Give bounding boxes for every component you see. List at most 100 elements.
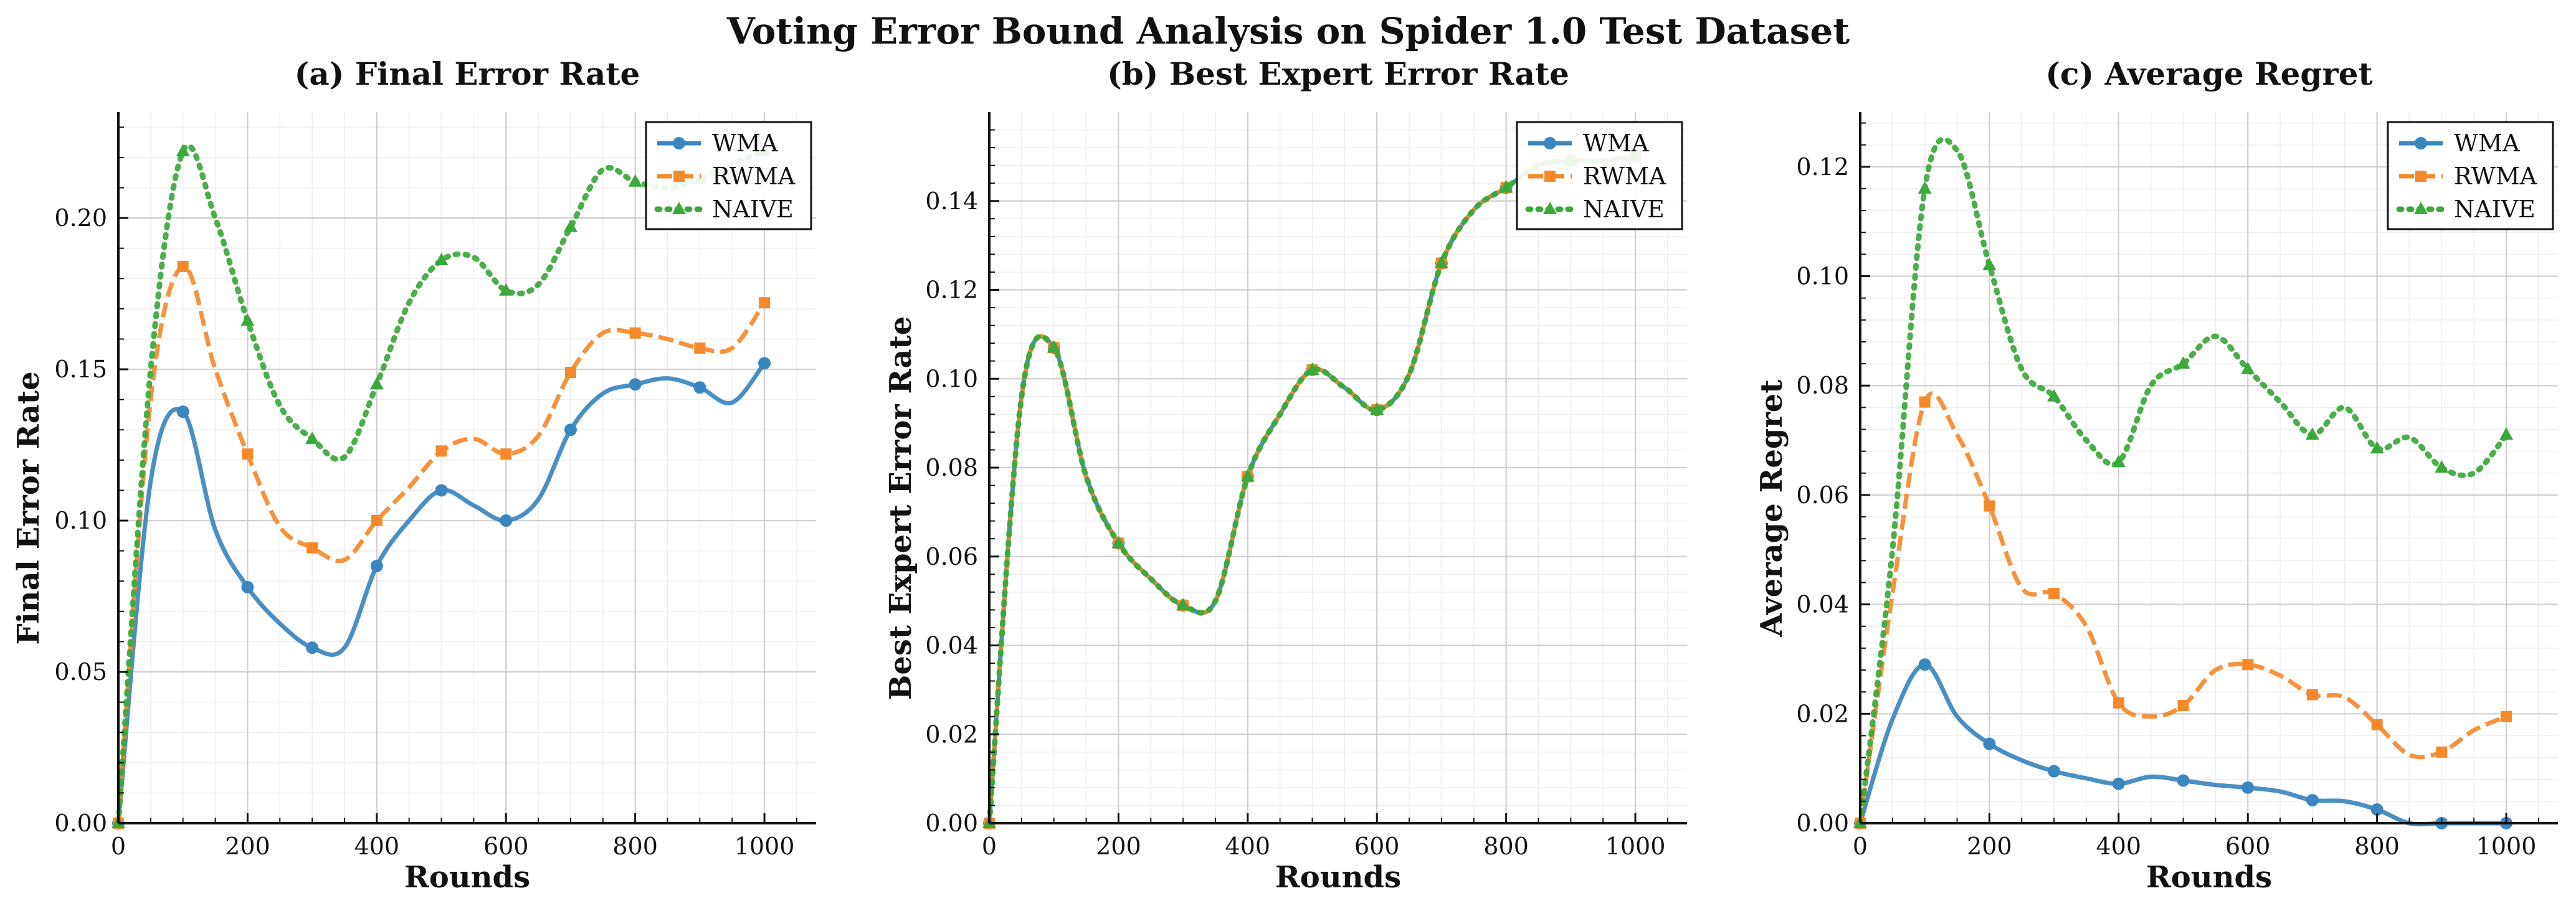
x-tick-label: 0: [111, 833, 126, 860]
series-line-wma: [1858, 662, 2507, 827]
legend-label-naive: NAIVE: [712, 196, 794, 223]
data-point-rwma: [242, 448, 254, 460]
legend-marker-naive: [1543, 202, 1557, 214]
legend-marker-wma: [1544, 137, 1556, 149]
y-tick-label: 0.06: [1796, 481, 1849, 509]
data-point-rwma: [2306, 689, 2318, 701]
data-point-rwma: [2501, 710, 2512, 722]
data-point-rwma: [371, 515, 383, 527]
x-tick-label: 1000: [2476, 833, 2537, 860]
legend-label-rwma: RWMA: [712, 163, 796, 190]
data-point-wma: [1918, 658, 1931, 671]
data-point-naive: [1982, 257, 1997, 270]
legend-best-expert-error-rate: WMA RWMA NAIVE: [1516, 121, 1683, 230]
legend-final-error-rate: WMA RWMA NAIVE: [645, 121, 812, 230]
data-point-wma: [1983, 737, 1996, 750]
legend-label-naive: NAIVE: [2454, 196, 2536, 223]
panel-title-final-error-rate: (a) Final Error Rate: [295, 55, 640, 92]
y-tick-label: 0.00: [1796, 810, 1849, 837]
legend-label-rwma: RWMA: [1583, 163, 1666, 190]
y-tick-label: 0.10: [925, 365, 978, 392]
data-point-naive: [2111, 455, 2126, 468]
legend-marker-rwma: [673, 171, 685, 182]
data-point-naive: [1047, 340, 1061, 353]
data-point-rwma: [2436, 746, 2448, 758]
legend-label-wma: WMA: [712, 130, 778, 157]
data-point-naive: [2499, 427, 2514, 440]
data-point-rwma: [2113, 697, 2124, 709]
data-point-wma: [2370, 803, 2384, 816]
legend-marker-wma: [673, 137, 685, 149]
data-point-naive: [2241, 361, 2255, 374]
data-point-rwma: [759, 297, 771, 309]
legend-marker-naive: [2414, 202, 2428, 214]
y-tick-label: 0.15: [54, 356, 107, 383]
data-point-rwma: [694, 342, 706, 354]
legend-label-wma: WMA: [1583, 130, 1649, 157]
panel-title-average-regret: (c) Average Regret: [2045, 55, 2372, 92]
data-point-wma: [2048, 765, 2061, 778]
data-point-naive: [1176, 598, 1191, 611]
data-point-wma: [176, 405, 189, 418]
x-tick-label: 1000: [1605, 833, 1666, 860]
y-tick-label: 0.08: [925, 454, 978, 481]
data-point-naive: [176, 144, 190, 157]
panel-average-regret: (c) Average Regret Rounds Average Regret…: [1754, 55, 2558, 895]
data-point-rwma: [2048, 588, 2060, 600]
data-point-rwma: [2242, 659, 2254, 671]
x-axis-label-final-error-rate: Rounds: [404, 860, 530, 895]
x-tick-label: 600: [2225, 833, 2271, 860]
data-point-naive: [1370, 402, 1384, 415]
data-point-wma: [2177, 774, 2190, 787]
data-point-naive: [2370, 441, 2384, 454]
data-point-wma: [370, 559, 383, 572]
data-point-naive: [305, 431, 320, 444]
x-tick-label: 600: [483, 833, 529, 860]
data-point-wma: [435, 484, 448, 497]
plot-area-final-error-rate: 0 200 400 600 800 1000 0.00 0.05 0.10 0.15 0.20: [54, 112, 816, 860]
plot-area-best-expert-error-rate: 0 200 400 600 800 1000 0.00 0.02 0.04 0.06 0.08 0.1…: [925, 112, 1687, 860]
y-tick-label: 0.10: [1796, 263, 1849, 290]
legend-label-naive: NAIVE: [1583, 196, 1665, 223]
data-point-naive: [1499, 180, 1513, 193]
data-point-rwma: [500, 448, 512, 460]
data-point-wma: [2112, 777, 2125, 790]
data-point-rwma: [177, 260, 189, 272]
x-tick-label: 800: [612, 833, 658, 860]
data-point-naive: [2435, 460, 2449, 473]
x-tick-label: 1000: [734, 833, 795, 860]
y-axis-label-average-regret: Average Regret: [1754, 380, 1789, 638]
data-point-wma: [758, 357, 771, 370]
data-point-naive: [240, 313, 255, 326]
panel-title-best-expert-error-rate: (b) Best Expert Error Rate: [1107, 55, 1569, 92]
y-tick-label: 0.05: [54, 658, 107, 686]
legend-marker-rwma: [2415, 171, 2426, 182]
panel-final-error-rate: (a) Final Error Rate Rounds Final Error …: [11, 55, 816, 895]
data-point-naive: [563, 219, 577, 232]
x-tick-label: 400: [354, 833, 400, 860]
data-point-rwma: [1984, 500, 1995, 512]
legend-marker-rwma: [1544, 171, 1556, 182]
x-tick-label: 400: [1225, 833, 1271, 860]
data-point-wma: [629, 378, 642, 391]
y-tick-label: 0.02: [925, 720, 978, 748]
y-tick-label: 0.12: [925, 276, 978, 304]
y-tick-label: 0.04: [1796, 591, 1849, 618]
data-point-rwma: [435, 445, 447, 457]
y-tick-label: 0.10: [54, 507, 107, 534]
data-point-naive: [1240, 469, 1255, 482]
y-axis-label-best-expert-error-rate: Best Expert Error Rate: [883, 316, 918, 700]
x-axis-label-average-regret: Rounds: [2146, 860, 2272, 895]
data-point-rwma: [2177, 700, 2189, 712]
panel-best-expert-error-rate: (b) Best Expert Error Rate Rounds Best E…: [883, 55, 1687, 895]
x-tick-label: 0: [982, 833, 997, 860]
x-tick-label: 0: [1853, 833, 1868, 860]
data-point-rwma: [307, 542, 318, 554]
x-tick-label: 800: [2354, 833, 2400, 860]
x-tick-label: 200: [1096, 833, 1141, 860]
data-point-naive: [2047, 389, 2061, 402]
figure-title: Voting Error Bound Analysis on Spider 1.…: [726, 10, 1850, 52]
data-point-rwma: [564, 366, 576, 378]
